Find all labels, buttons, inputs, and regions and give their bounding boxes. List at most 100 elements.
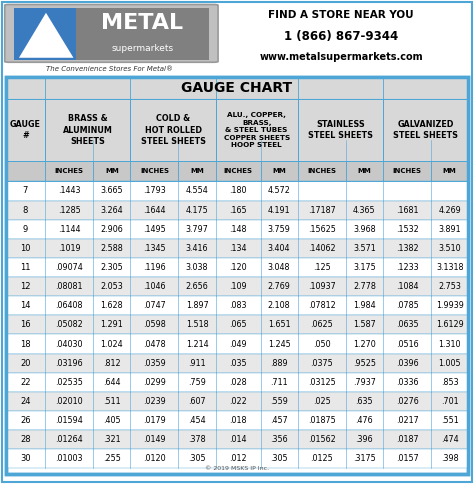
Text: .457: .457 — [270, 416, 288, 425]
FancyBboxPatch shape — [179, 161, 216, 182]
FancyBboxPatch shape — [261, 161, 298, 182]
Text: .07812: .07812 — [308, 301, 336, 310]
Text: 14: 14 — [20, 301, 31, 310]
Text: 1.245: 1.245 — [268, 339, 291, 348]
Text: .17187: .17187 — [308, 206, 336, 214]
Text: .1285: .1285 — [58, 206, 81, 214]
Text: .759: .759 — [188, 378, 206, 387]
FancyBboxPatch shape — [6, 411, 468, 430]
FancyBboxPatch shape — [383, 99, 468, 161]
Text: .1345: .1345 — [143, 244, 166, 253]
Text: METAL: METAL — [101, 13, 183, 32]
Text: .01562: .01562 — [308, 435, 336, 444]
Text: .028: .028 — [229, 378, 247, 387]
Text: .0635: .0635 — [396, 320, 419, 330]
FancyBboxPatch shape — [6, 258, 468, 277]
Text: 4.191: 4.191 — [268, 206, 291, 214]
FancyBboxPatch shape — [216, 99, 298, 161]
Text: .049: .049 — [229, 339, 247, 348]
Text: MM: MM — [190, 168, 204, 174]
Text: .025: .025 — [313, 397, 331, 406]
FancyBboxPatch shape — [6, 161, 45, 182]
Text: 3.038: 3.038 — [186, 263, 209, 272]
Text: .398: .398 — [441, 454, 458, 463]
Text: STAINLESS
STEEL SHEETS: STAINLESS STEEL SHEETS — [308, 120, 373, 140]
FancyBboxPatch shape — [6, 77, 468, 474]
Text: GAUGE CHART: GAUGE CHART — [182, 81, 292, 95]
FancyBboxPatch shape — [6, 449, 468, 469]
FancyBboxPatch shape — [6, 316, 468, 334]
Text: supermarkets: supermarkets — [111, 44, 173, 52]
Text: .15625: .15625 — [308, 225, 336, 234]
Text: .9525: .9525 — [353, 359, 376, 368]
Text: .022: .022 — [229, 397, 247, 406]
Text: .378: .378 — [188, 435, 206, 444]
Text: .0625: .0625 — [310, 320, 333, 330]
Text: .559: .559 — [270, 397, 288, 406]
Text: 4.554: 4.554 — [186, 186, 209, 196]
FancyBboxPatch shape — [346, 161, 383, 182]
Text: 7: 7 — [23, 186, 28, 196]
Text: MM: MM — [357, 168, 371, 174]
Text: .396: .396 — [356, 435, 373, 444]
Text: 4.572: 4.572 — [268, 186, 291, 196]
Text: .0785: .0785 — [396, 301, 419, 310]
Text: .551: .551 — [441, 416, 458, 425]
Text: .02010: .02010 — [55, 397, 83, 406]
Text: 3.968: 3.968 — [353, 225, 376, 234]
Text: .08081: .08081 — [55, 282, 83, 291]
Text: .050: .050 — [313, 339, 330, 348]
FancyBboxPatch shape — [6, 296, 468, 316]
Text: 2.906: 2.906 — [100, 225, 123, 234]
FancyBboxPatch shape — [6, 354, 468, 373]
Text: .0396: .0396 — [396, 359, 419, 368]
Text: 1.984: 1.984 — [353, 301, 376, 310]
Text: .0276: .0276 — [396, 397, 419, 406]
Text: .0747: .0747 — [143, 301, 166, 310]
FancyBboxPatch shape — [383, 161, 431, 182]
Text: 1.9939: 1.9939 — [436, 301, 464, 310]
Text: 3.759: 3.759 — [268, 225, 291, 234]
Text: .607: .607 — [188, 397, 206, 406]
Text: .1196: .1196 — [143, 263, 166, 272]
Text: 9: 9 — [23, 225, 28, 234]
Text: .109: .109 — [229, 282, 247, 291]
Text: .014: .014 — [229, 435, 247, 444]
Text: 3.665: 3.665 — [100, 186, 123, 196]
FancyBboxPatch shape — [6, 220, 468, 239]
Text: 2.108: 2.108 — [268, 301, 291, 310]
FancyBboxPatch shape — [93, 161, 130, 182]
Text: 1.270: 1.270 — [353, 339, 376, 348]
FancyBboxPatch shape — [6, 373, 468, 392]
Text: .1793: .1793 — [143, 186, 166, 196]
Text: .04030: .04030 — [55, 339, 83, 348]
FancyBboxPatch shape — [6, 392, 468, 411]
Text: .035: .035 — [229, 359, 247, 368]
Text: .305: .305 — [270, 454, 288, 463]
Text: INCHES: INCHES — [55, 168, 83, 174]
Text: .0375: .0375 — [310, 359, 333, 368]
Text: 3.1318: 3.1318 — [436, 263, 464, 272]
Text: 22: 22 — [20, 378, 31, 387]
FancyBboxPatch shape — [6, 200, 468, 220]
Text: .148: .148 — [229, 225, 247, 234]
Text: 28: 28 — [20, 435, 31, 444]
Text: 3.797: 3.797 — [186, 225, 209, 234]
Text: 18: 18 — [20, 339, 31, 348]
Polygon shape — [19, 13, 73, 58]
Text: 3.891: 3.891 — [438, 225, 461, 234]
Text: .02535: .02535 — [55, 378, 83, 387]
FancyBboxPatch shape — [6, 239, 468, 258]
Text: .1019: .1019 — [58, 244, 81, 253]
FancyBboxPatch shape — [6, 77, 468, 99]
FancyBboxPatch shape — [431, 161, 468, 182]
Text: .05082: .05082 — [55, 320, 83, 330]
Text: 8: 8 — [23, 206, 28, 214]
Text: 24: 24 — [20, 397, 31, 406]
Text: .454: .454 — [188, 416, 206, 425]
FancyBboxPatch shape — [6, 182, 468, 200]
Text: COLD &
HOT ROLLED
STEEL SHEETS: COLD & HOT ROLLED STEEL SHEETS — [140, 114, 206, 146]
Text: INCHES: INCHES — [224, 168, 253, 174]
Text: .1233: .1233 — [396, 263, 419, 272]
Text: INCHES: INCHES — [307, 168, 336, 174]
